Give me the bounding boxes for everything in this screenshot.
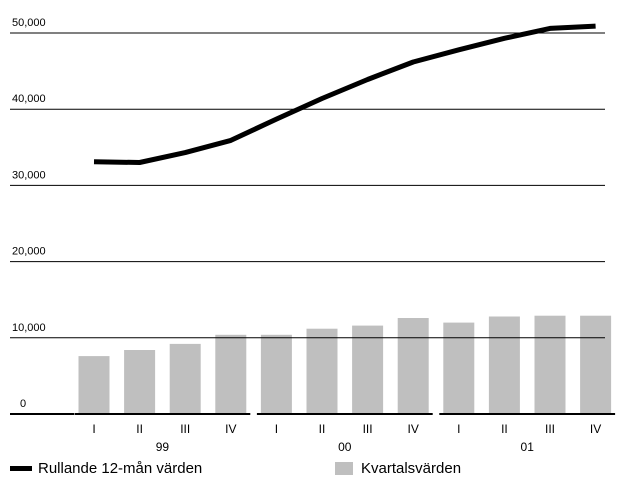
- x-tick-label-11: III: [545, 422, 555, 436]
- y-tick-label-0: 0: [20, 398, 26, 410]
- x-tick-label-5: I: [275, 422, 278, 436]
- y-tick-label-10,000: 10,000: [12, 322, 46, 334]
- bar-12: [580, 315, 612, 414]
- legend-line: Rullande 12-mån värden: [10, 458, 202, 478]
- bar-3: [169, 343, 201, 414]
- x-tick-label-10: II: [501, 422, 508, 436]
- x-tick-label-4: IV: [225, 422, 236, 436]
- bar-2: [124, 350, 156, 414]
- line-series: [93, 23, 596, 165]
- legend-bar-label: Kvartalsvärden: [361, 459, 462, 477]
- legend-line-swatch: [10, 465, 32, 471]
- bar-1: [78, 356, 110, 414]
- bars-layer: [78, 315, 612, 414]
- x-group-label-00: 00: [338, 440, 352, 454]
- y-tick-label-50,000: 50,000: [12, 17, 46, 29]
- x-group-label-01: 01: [521, 440, 535, 454]
- x-tick-label-12: IV: [590, 422, 601, 436]
- y-tick-label-30,000: 30,000: [12, 169, 46, 181]
- x-tick-label-7: III: [363, 422, 373, 436]
- x-tick-label-1: I: [92, 422, 95, 436]
- x-axis: 99 00 01I II III IV I II III IV I II III IV: [10, 413, 616, 454]
- legend-bar-swatch: [335, 461, 353, 475]
- bar-5: [260, 334, 292, 414]
- line-layer: [93, 23, 596, 165]
- x-tick-label-6: II: [319, 422, 326, 436]
- bar-10: [488, 316, 520, 414]
- y-tick-label-20,000: 20,000: [12, 246, 46, 258]
- x-tick-label-9: I: [457, 422, 460, 436]
- bar-9: [443, 322, 475, 414]
- bar-7: [352, 325, 384, 414]
- y-tick-label-40,000: 40,000: [12, 93, 46, 105]
- bar-11: [534, 315, 566, 414]
- x-group-label-99: 99: [156, 440, 170, 454]
- gridlines: [10, 32, 605, 339]
- bar-6: [306, 328, 338, 414]
- legend-bars: Kvartalsvärden: [335, 458, 461, 478]
- y-axis-ticks: 0 10,000 20,000 30,000 40,000 50,000: [12, 17, 46, 410]
- x-tick-label-3: III: [180, 422, 190, 436]
- x-tick-label-2: II: [136, 422, 143, 436]
- legend-line-label: Rullande 12-mån värden: [38, 459, 203, 477]
- bar-4: [215, 334, 247, 414]
- x-tick-label-8: IV: [408, 422, 419, 436]
- bar-8: [397, 318, 429, 414]
